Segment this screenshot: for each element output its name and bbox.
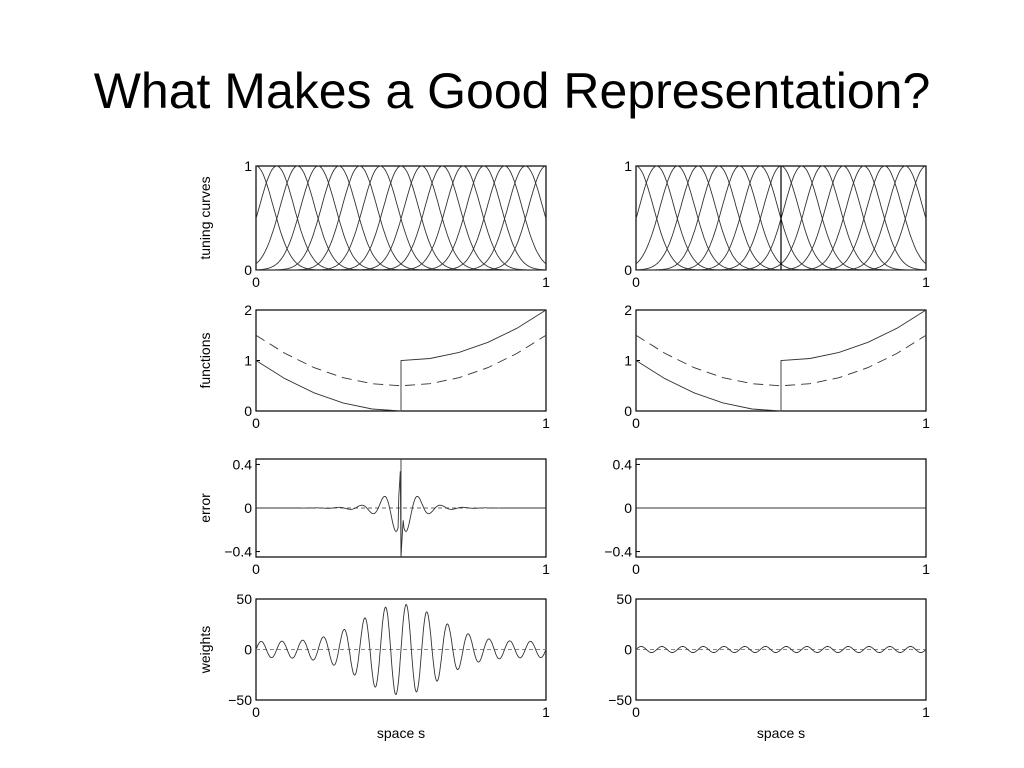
- error-right-xtick-label: 1: [922, 561, 930, 577]
- functions-left-ylabel: functions: [197, 332, 213, 388]
- error-left-ytick-label: 0.4: [233, 456, 253, 472]
- weights-right-line: [635, 646, 927, 653]
- weights-right-ytick-label: 50: [616, 591, 632, 607]
- weights-left-ytick-label: −50: [228, 692, 252, 708]
- weights-right-xtick-label: 0: [632, 704, 640, 720]
- tuning-right-xtick-label: 0: [632, 274, 640, 290]
- tuning-left-ytick-label: 0: [244, 262, 252, 278]
- tuning-left-curve-14: [256, 165, 547, 271]
- weights-left-xtick-label: 1: [542, 704, 550, 720]
- tuning-right-ytick-label: 1: [624, 158, 632, 174]
- error-left-xtick-label: 1: [542, 561, 550, 577]
- functions-right-xtick-label: 0: [632, 415, 640, 431]
- weights-right-ytick-label: 0: [624, 642, 632, 658]
- weights-left-ytick-label: 0: [244, 642, 252, 658]
- error-left-ytick-label: 0: [244, 500, 252, 516]
- tuning-right-xtick-label: 1: [922, 274, 930, 290]
- tuning-left-xtick-label: 0: [252, 274, 260, 290]
- weights-right-ytick-label: −50: [608, 692, 632, 708]
- functions-right-ytick-label: 1: [624, 353, 632, 369]
- error-left-ylabel: error: [197, 493, 213, 523]
- error-right-ytick-label: −0.4: [604, 544, 632, 560]
- xlabel-right: space s: [757, 725, 805, 741]
- functions-left-ytick-label: 2: [244, 302, 252, 318]
- error-right-ytick-label: 0.4: [613, 456, 633, 472]
- error-left-xtick-label: 0: [252, 561, 260, 577]
- functions-right-xtick-label: 1: [922, 415, 930, 431]
- functions-left-ytick-label: 1: [244, 353, 252, 369]
- tuning-left-ytick-label: 1: [244, 158, 252, 174]
- functions-right-series-1: [635, 334, 927, 387]
- weights-left-ytick-label: 50: [236, 591, 252, 607]
- functions-left-xtick-label: 1: [542, 415, 550, 431]
- weights-left-xtick-label: 0: [252, 704, 260, 720]
- tuning-left-ylabel: tuning curves: [197, 176, 213, 259]
- functions-right-ytick-label: 0: [624, 403, 632, 419]
- functions-left-series-1: [255, 334, 547, 387]
- weights-right-xtick-label: 1: [922, 704, 930, 720]
- tuning-left-curve-8: [256, 165, 546, 271]
- weights-left-ylabel: weights: [197, 626, 213, 674]
- functions-left-ytick-label: 0: [244, 403, 252, 419]
- error-right-ytick-label: 0: [624, 500, 632, 516]
- functions-right-ytick-label: 2: [624, 302, 632, 318]
- error-right-xtick-label: 0: [632, 561, 640, 577]
- weights-left-line: [255, 603, 547, 696]
- tuning-left-xtick-label: 1: [542, 274, 550, 290]
- slide-title: What Makes a Good Representation?: [93, 63, 931, 119]
- functions-left-series-0: [255, 309, 547, 412]
- functions-left-xtick-label: 0: [252, 415, 260, 431]
- error-left-ytick-label: −0.4: [224, 544, 252, 560]
- tuning-right-ytick-label: 0: [624, 262, 632, 278]
- functions-right-series-0: [635, 309, 927, 412]
- xlabel-left: space s: [377, 725, 425, 741]
